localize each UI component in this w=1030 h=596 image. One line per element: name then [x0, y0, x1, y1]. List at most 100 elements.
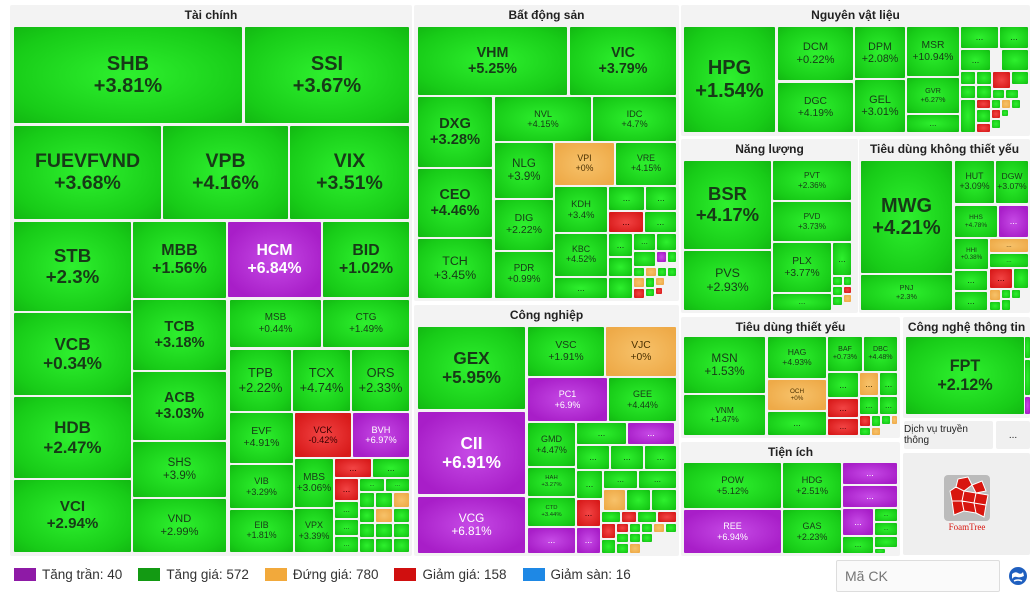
stock-tile-more[interactable]: ...	[843, 537, 873, 553]
mini-stock-tile[interactable]	[376, 493, 392, 507]
mini-stock-tile[interactable]	[602, 512, 620, 522]
stock-tile-pvd[interactable]: PVD +3.73%	[773, 202, 851, 241]
stock-tile-acb[interactable]: ACB +3.03%	[133, 372, 226, 440]
stock-tile-more[interactable]: ...	[628, 423, 674, 444]
mini-stock-tile[interactable]	[1014, 269, 1028, 288]
stock-tile-dgw[interactable]: DGW +3.07%	[996, 161, 1028, 203]
stock-tile-cii[interactable]: CII +6.91%	[418, 412, 525, 494]
stock-tile-more[interactable]: ...	[577, 446, 609, 469]
stock-tile-more[interactable]: ...	[604, 471, 637, 488]
stock-tile-kdh[interactable]: KDH +3.4%	[555, 187, 607, 232]
mini-stock-tile[interactable]	[646, 289, 654, 296]
mini-stock-tile[interactable]	[654, 524, 664, 532]
mini-stock-tile[interactable]	[657, 252, 666, 262]
stock-tile-mbb[interactable]: MBB +1.56%	[133, 222, 226, 298]
stock-code-search-input[interactable]	[836, 560, 1000, 592]
stock-tile-hhs[interactable]: HHS +4.78%	[955, 206, 997, 237]
stock-tile-dpm[interactable]: DPM +2.08%	[855, 27, 905, 78]
stock-tile-more[interactable]: ...	[773, 294, 831, 310]
mini-stock-tile[interactable]	[977, 86, 991, 98]
stock-tile-more[interactable]: ...	[360, 479, 384, 491]
stock-tile-more[interactable]: ...	[1000, 27, 1028, 48]
mini-stock-tile[interactable]	[892, 416, 897, 424]
mini-stock-tile[interactable]	[1006, 90, 1018, 98]
mini-stock-tile[interactable]	[360, 493, 374, 507]
mini-stock-tile[interactable]	[646, 268, 656, 276]
mini-stock-tile[interactable]	[642, 524, 652, 532]
stock-tile-hcm[interactable]: HCM +6.84%	[228, 222, 321, 297]
stock-tile-more[interactable]: ...	[335, 537, 358, 552]
mini-stock-tile[interactable]	[646, 278, 654, 287]
stock-tile-more[interactable]: ...	[990, 239, 1028, 252]
stock-tile-tcx[interactable]: TCX +4.74%	[293, 350, 350, 411]
stock-tile-more[interactable]: ...	[875, 523, 897, 535]
mini-stock-tile[interactable]	[617, 534, 628, 542]
stock-tile-ree[interactable]: REE +6.94%	[684, 510, 781, 553]
mini-stock-tile[interactable]	[656, 278, 664, 285]
sector-title[interactable]: Nguyên vật liệu	[811, 8, 900, 22]
mini-stock-tile[interactable]	[634, 289, 644, 298]
stock-tile-mbs[interactable]: MBS +3.06%	[295, 459, 333, 507]
stock-tile-nlg[interactable]: NLG +3.9%	[495, 143, 553, 198]
mini-stock-tile[interactable]	[360, 509, 374, 522]
mini-stock-tile[interactable]	[642, 534, 652, 542]
mini-stock-tile[interactable]	[638, 512, 656, 522]
sector-title[interactable]: Tiêu dùng thiết yếu	[735, 320, 846, 334]
stock-tile-more[interactable]: ...	[609, 187, 644, 210]
mini-stock-tile[interactable]	[630, 544, 640, 553]
stock-tile-ssi[interactable]: SSI +3.67%	[245, 27, 409, 123]
stock-tile-tcb[interactable]: TCB +3.18%	[133, 300, 226, 370]
mini-stock-tile[interactable]	[977, 72, 991, 84]
stock-tile-och[interactable]: OCH +0%	[768, 380, 826, 410]
stock-tile-hdg[interactable]: HDG +2.51%	[783, 463, 841, 508]
mini-stock-tile[interactable]	[617, 544, 628, 553]
mini-stock-tile[interactable]	[360, 539, 374, 552]
stock-tile-baf[interactable]: BAF +0.73%	[828, 337, 862, 371]
stock-tile-vsc[interactable]: VSC +1.91%	[528, 327, 604, 376]
sector-title[interactable]: Tiêu dùng không thiết yếu	[869, 142, 1020, 156]
stock-tile-tch[interactable]: TCH +3.45%	[418, 239, 492, 298]
stock-tile-gee[interactable]: GEE +4.44%	[609, 378, 676, 421]
mini-stock-tile[interactable]	[1002, 110, 1008, 116]
mini-stock-tile[interactable]	[1012, 72, 1028, 84]
mini-stock-tile[interactable]	[1025, 397, 1030, 414]
stock-tile-hut[interactable]: HUT +3.09%	[955, 161, 994, 203]
stock-tile-idc[interactable]: IDC +4.7%	[593, 97, 676, 141]
stock-tile-more[interactable]: ...	[990, 269, 1012, 288]
sector-title[interactable]: Công nghiệp	[509, 308, 584, 322]
mini-stock-tile[interactable]	[875, 549, 885, 553]
stock-tile-fuevfvnd[interactable]: FUEVFVND +3.68%	[14, 126, 161, 219]
stock-tile-dgc[interactable]: DGC +4.19%	[778, 83, 853, 132]
mini-stock-tile[interactable]	[977, 124, 990, 132]
stock-tile-more[interactable]: ...	[577, 528, 600, 553]
stock-tile-gel[interactable]: GEL +3.01%	[855, 80, 905, 132]
mini-stock-tile[interactable]	[833, 287, 842, 295]
stock-tile-more[interactable]: ...	[335, 459, 371, 477]
stock-tile-more[interactable]: ...	[833, 243, 851, 275]
stock-tile-pdr[interactable]: PDR +0.99%	[495, 252, 553, 298]
mini-stock-tile[interactable]	[977, 110, 990, 122]
stock-tile-msn[interactable]: MSN +1.53%	[684, 337, 765, 393]
mini-stock-tile[interactable]	[394, 493, 409, 507]
mini-stock-tile[interactable]	[602, 524, 615, 538]
stock-tile-stb[interactable]: STB +2.3%	[14, 222, 131, 311]
stock-tile-gas[interactable]: GAS +2.23%	[783, 510, 841, 553]
mini-stock-tile[interactable]	[622, 512, 636, 522]
stock-tile-pnj[interactable]: PNJ +2.3%	[861, 275, 952, 310]
stock-tile-ors[interactable]: ORS +2.33%	[352, 350, 409, 411]
mini-stock-tile[interactable]	[961, 86, 975, 98]
stock-tile-more[interactable]: ...	[335, 479, 358, 500]
stock-tile-vcb[interactable]: VCB +0.34%	[14, 313, 131, 395]
mini-stock-tile[interactable]	[1025, 360, 1030, 395]
stock-tile-gmd[interactable]: GMD +4.47%	[528, 423, 575, 466]
stock-tile-more[interactable]: ...	[577, 500, 600, 526]
mini-stock-tile[interactable]	[634, 252, 655, 266]
media-more-button[interactable]: ...	[996, 421, 1030, 449]
mini-stock-tile[interactable]	[872, 428, 880, 435]
mini-stock-tile[interactable]	[882, 416, 890, 424]
stock-tile-bsr[interactable]: BSR +4.17%	[684, 161, 771, 249]
mini-stock-tile[interactable]	[394, 509, 409, 522]
mini-stock-tile[interactable]	[630, 524, 640, 532]
mini-stock-tile[interactable]	[844, 277, 851, 285]
mini-stock-tile[interactable]	[844, 295, 851, 302]
